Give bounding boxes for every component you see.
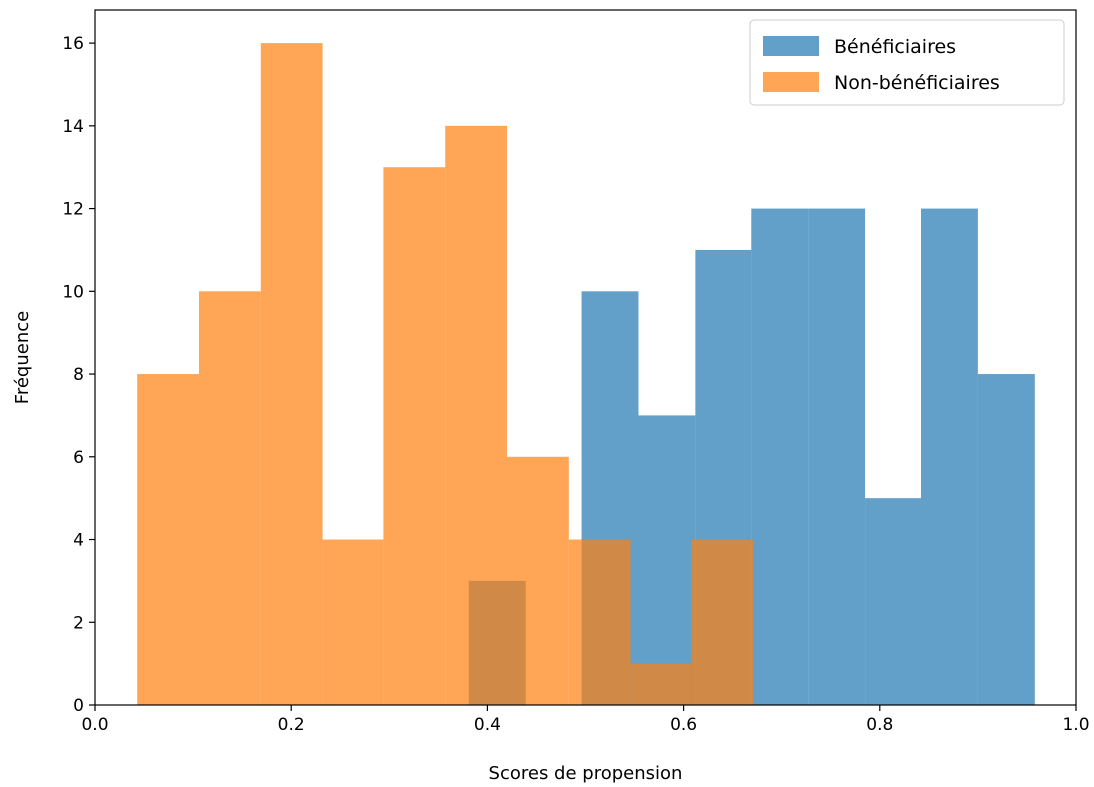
bar-non-beneficiaires-6 [507, 456, 569, 705]
y-tick-label: 2 [73, 613, 84, 633]
x-tick-label: 0.4 [474, 715, 501, 735]
bar-beneficiaires-6 [808, 208, 866, 705]
bar-beneficiaires-7 [865, 498, 922, 705]
x-tick-label: 0.6 [670, 715, 697, 735]
x-tick-label: 0.8 [866, 715, 893, 735]
legend-label-beneficiaires: Bénéficiaires [834, 36, 956, 58]
y-tick-label: 8 [73, 365, 84, 385]
x-axis: 0.0 0.2 0.4 0.6 0.8 1.0 [81, 705, 1090, 735]
legend-swatch-beneficiaires [763, 36, 819, 56]
y-tick-label: 16 [62, 34, 84, 54]
y-tick-label: 0 [73, 696, 84, 716]
x-tick-label: 0.2 [278, 715, 305, 735]
plot-frame [94, 9, 1077, 706]
bar-beneficiaires-3 [638, 415, 696, 705]
y-tick-label: 14 [62, 117, 84, 137]
bar-non-beneficiaires-1 [198, 291, 261, 705]
bar-non-beneficiaires-4 [383, 167, 446, 705]
legend-swatch-non-beneficiaires [763, 72, 819, 92]
legend: Bénéficiaires Non-bénéficiaires [749, 19, 1065, 106]
y-tick-label: 10 [62, 282, 84, 302]
legend-box [749, 19, 1065, 106]
bar-non-beneficiaires-7 [568, 539, 631, 705]
bar-beneficiaires-5 [751, 208, 809, 705]
y-tick-label: 4 [73, 531, 84, 551]
bar-non-beneficiaires-9 [691, 539, 754, 705]
y-tick-label: 6 [73, 448, 84, 468]
bar-beneficiaires-9 [977, 374, 1035, 705]
bar-beneficiaires-8 [921, 208, 978, 705]
bar-non-beneficiaires-0 [137, 374, 199, 705]
bar-non-beneficiaires-5 [445, 125, 508, 705]
x-axis-label: Scores de propension [489, 763, 683, 784]
bars-layer [137, 43, 1035, 706]
legend-label-non-beneficiaires: Non-bénéficiaires [834, 72, 1000, 94]
x-tick-label: 1.0 [1062, 715, 1089, 735]
bar-non-beneficiaires-8 [630, 663, 692, 705]
bar-non-beneficiaires-2 [260, 43, 323, 706]
y-axis: 0 2 4 6 8 10 12 14 16 [62, 34, 95, 716]
bar-non-beneficiaires-3 [322, 539, 384, 705]
x-tick-label: 0.0 [81, 715, 108, 735]
y-axis-label: Fréquence [12, 311, 33, 404]
y-tick-label: 12 [62, 200, 84, 220]
